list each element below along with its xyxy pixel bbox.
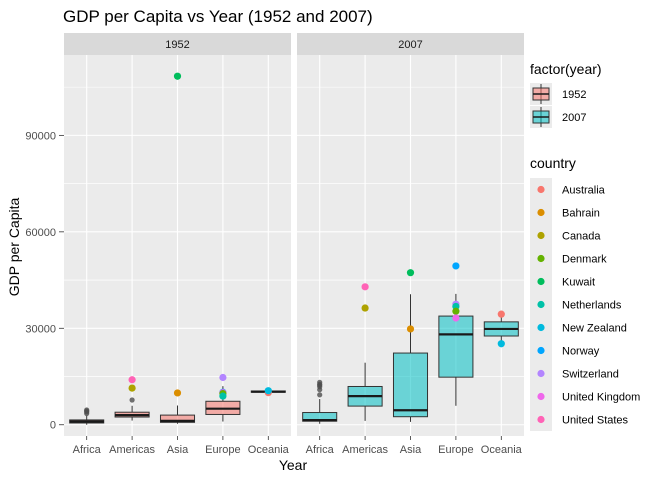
point-bahrain-2007 bbox=[406, 325, 415, 333]
strip-label-1952: 1952 bbox=[165, 39, 189, 51]
legend-key-dot bbox=[537, 277, 545, 286]
strip-1952 bbox=[64, 33, 291, 55]
fill-legend-label: 1952 bbox=[562, 89, 586, 101]
box-body bbox=[302, 412, 338, 422]
box-body bbox=[438, 315, 474, 378]
color-legend-item-canada: Canada bbox=[530, 224, 601, 247]
box-americas-2007 bbox=[347, 362, 383, 421]
outlier-point bbox=[317, 379, 323, 385]
x-axis-title: Year bbox=[279, 457, 308, 473]
legend-key-dot bbox=[537, 185, 545, 194]
strip-label-2007: 2007 bbox=[398, 39, 422, 51]
x-tick-label-europe: Europe bbox=[205, 444, 240, 456]
y-tick-label-0: 0 bbox=[50, 420, 56, 432]
strip-2007 bbox=[297, 33, 524, 55]
point-switzerland-1952 bbox=[219, 373, 227, 382]
box-body bbox=[392, 352, 429, 418]
legend-key-dot bbox=[537, 415, 545, 424]
outlier-point bbox=[317, 392, 323, 398]
color-legend-label: Kuwait bbox=[562, 277, 595, 289]
color-legend-item-bahrain: Bahrain bbox=[530, 201, 600, 224]
legend-key-dot bbox=[537, 346, 545, 355]
box-oceania-2007 bbox=[483, 314, 519, 344]
color-legend-item-united-states: United States bbox=[530, 408, 629, 431]
color-legend-item-united-kingdom: United Kingdom bbox=[530, 385, 640, 408]
point-canada-2007 bbox=[361, 304, 369, 312]
point-kuwait-2007 bbox=[406, 269, 415, 277]
box-asia-1952 bbox=[159, 405, 196, 424]
color-legend-item-switzerland: Switzerland bbox=[530, 362, 619, 385]
point-united-states-1952 bbox=[128, 376, 136, 384]
box-asia-2007 bbox=[392, 294, 429, 422]
color-legend-label: New Zealand bbox=[562, 323, 627, 335]
point-netherlands-1952 bbox=[219, 392, 227, 400]
x-tick-label-asia: Asia bbox=[400, 444, 422, 456]
color-legend-label: United States bbox=[562, 415, 629, 427]
color-legend-item-kuwait: Kuwait bbox=[530, 270, 595, 293]
color-legend-title: country bbox=[530, 155, 576, 171]
legend-key-dot bbox=[537, 392, 545, 401]
y-axis-title: GDP per Capita bbox=[6, 198, 22, 297]
color-legend-item-new-zealand: New Zealand bbox=[530, 316, 627, 339]
x-tick-label-americas: Americas bbox=[109, 444, 155, 456]
box-americas-1952 bbox=[114, 397, 150, 421]
point-united-kingdom-2007 bbox=[452, 314, 460, 322]
legend-key-dot bbox=[537, 300, 545, 309]
point-denmark-2007 bbox=[452, 307, 460, 315]
outlier-point bbox=[129, 397, 135, 403]
fill-legend-item-1952: 1952 bbox=[530, 83, 586, 105]
box-africa-1952 bbox=[69, 407, 105, 425]
panel-2007: 2007 Africa Americas Asia Europe Oceania bbox=[297, 33, 524, 456]
x-tick-label-americas: Americas bbox=[342, 444, 388, 456]
x-tick-label-oceania: Oceania bbox=[248, 444, 290, 456]
panel-1952: 1952 Africa Americas Asia Europe Oceania bbox=[64, 33, 291, 456]
outlier-point bbox=[84, 407, 90, 413]
color-legend-item-australia: Australia bbox=[530, 178, 606, 201]
color-legend-label: Canada bbox=[562, 231, 601, 243]
box-body bbox=[159, 414, 196, 423]
point-canada-1952 bbox=[128, 384, 136, 392]
color-legend-label: United Kingdom bbox=[562, 392, 640, 404]
chart-title: GDP per Capita vs Year (1952 and 2007) bbox=[63, 7, 373, 26]
box-europe-2007 bbox=[438, 293, 474, 406]
point-kuwait-1952 bbox=[173, 72, 182, 80]
x-tick-label-asia: Asia bbox=[167, 444, 189, 456]
legend-key-dot bbox=[537, 231, 545, 240]
fill-legend-title: factor(year) bbox=[530, 61, 602, 77]
color-legend-label: Switzerland bbox=[562, 369, 619, 381]
point-new-zealand-1952 bbox=[264, 387, 272, 395]
point-norway-2007 bbox=[452, 262, 460, 270]
y-tick-label-30000: 30000 bbox=[25, 323, 56, 335]
y-tick-label-90000: 90000 bbox=[25, 130, 56, 142]
y-tick-label-60000: 60000 bbox=[25, 227, 56, 239]
point-new-zealand-2007 bbox=[497, 340, 505, 348]
color-legend-label: Australia bbox=[562, 185, 606, 197]
color-legend-item-norway: Norway bbox=[530, 339, 600, 362]
color-legend-item-denmark: Denmark bbox=[530, 247, 607, 270]
legend-key-dot bbox=[537, 369, 545, 378]
fill-legend-label: 2007 bbox=[562, 112, 586, 124]
box-africa-2007 bbox=[302, 379, 338, 424]
x-tick-label-oceania: Oceania bbox=[481, 444, 523, 456]
color-legend-label: Norway bbox=[562, 346, 600, 358]
point-australia-2007 bbox=[497, 310, 505, 318]
x-tick-label-africa: Africa bbox=[306, 444, 335, 456]
legend-key-dot bbox=[537, 323, 545, 332]
color-legend-label: Bahrain bbox=[562, 208, 600, 220]
legend-key-dot bbox=[537, 254, 545, 263]
legend-key-dot bbox=[537, 208, 545, 217]
fill-legend-item-2007: 2007 bbox=[530, 106, 586, 128]
point-bahrain-1952 bbox=[173, 389, 182, 397]
color-legend-label: Denmark bbox=[562, 254, 607, 266]
color-legend-label: Netherlands bbox=[562, 300, 622, 312]
x-tick-label-africa: Africa bbox=[73, 444, 102, 456]
x-tick-label-europe: Europe bbox=[438, 444, 473, 456]
point-united-states-2007 bbox=[361, 283, 369, 291]
color-legend-item-netherlands: Netherlands bbox=[530, 293, 622, 316]
